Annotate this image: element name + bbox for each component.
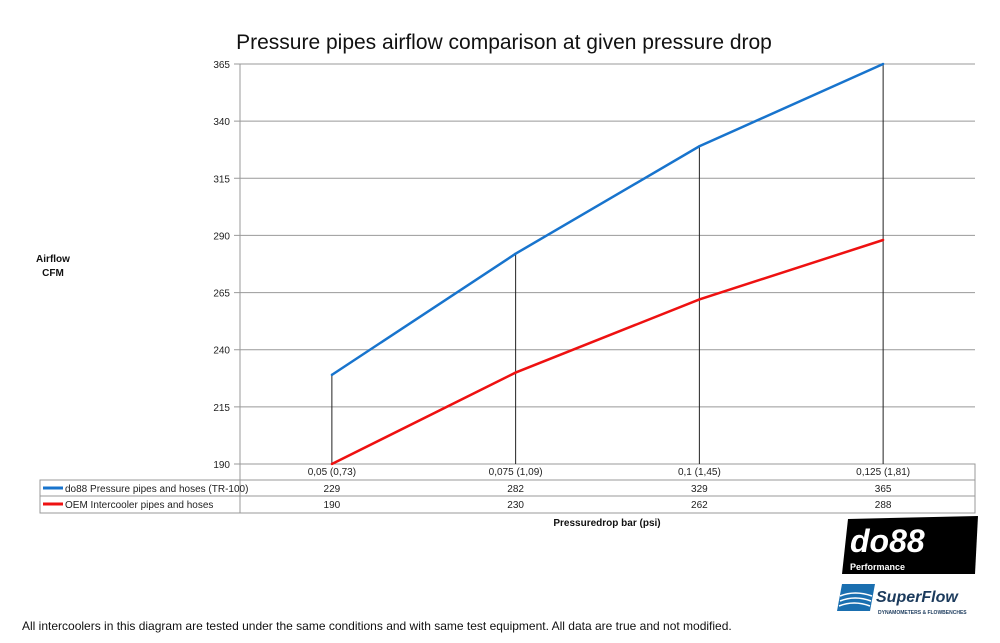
- y-tick-label: 190: [213, 460, 230, 471]
- x-tick-label: 0,1 (1,45): [678, 467, 721, 478]
- data-point: [514, 371, 517, 374]
- data-value: 229: [324, 484, 341, 495]
- y-tick-label: 340: [213, 117, 230, 128]
- y-tick-label: 215: [213, 403, 230, 414]
- data-value: 365: [875, 484, 892, 495]
- x-tick-label: 0,125 (1,81): [856, 467, 910, 478]
- data-value: 288: [875, 500, 892, 511]
- superflow-logo: SuperFlow DYNAMOMETERS & FLOWBENCHES: [837, 584, 967, 616]
- data-point: [698, 298, 701, 301]
- data-point: [881, 62, 885, 66]
- data-point: [330, 373, 334, 377]
- x-tick-label: 0,05 (0,73): [308, 467, 356, 478]
- data-point: [881, 238, 885, 242]
- data-value: 190: [324, 500, 341, 511]
- series-line-do88: [331, 62, 884, 376]
- series-line-oem: [331, 238, 884, 466]
- footer-note: All intercoolers in this diagram are tes…: [22, 619, 732, 633]
- y-tick-label: 315: [213, 174, 230, 185]
- superflow-logo-subtext: DYNAMOMETERS & FLOWBENCHES: [878, 610, 967, 616]
- x-tick-label: 0,075 (1,09): [489, 467, 543, 478]
- legend-label: do88 Pressure pipes and hoses (TR-100): [65, 484, 248, 495]
- y-axis-label-line2: CFM: [42, 268, 64, 279]
- table-row: [39, 495, 976, 514]
- legend-label: OEM Intercooler pipes and hoses: [65, 500, 213, 511]
- data-value: 282: [507, 484, 524, 495]
- y-tick-label: 290: [213, 231, 230, 242]
- y-tick-label: 365: [213, 60, 230, 71]
- y-tick-label: 265: [213, 289, 230, 300]
- data-point: [330, 462, 334, 466]
- x-axis-label: Pressuredrop bar (psi): [553, 518, 660, 529]
- data-value: 262: [691, 500, 708, 511]
- do88-logo: do88 Performance: [842, 516, 978, 574]
- y-axis-label-line1: Airflow: [36, 254, 70, 265]
- do88-logo-text: do88: [850, 523, 925, 559]
- chart-title: Pressure pipes airflow comparison at giv…: [236, 31, 772, 54]
- data-value: 329: [691, 484, 708, 495]
- data-point: [514, 252, 517, 255]
- superflow-logo-text: SuperFlow: [876, 589, 959, 606]
- y-tick-label: 240: [213, 346, 230, 357]
- data-value: 230: [507, 500, 524, 511]
- data-point: [698, 145, 701, 148]
- do88-logo-subtext: Performance: [850, 562, 905, 572]
